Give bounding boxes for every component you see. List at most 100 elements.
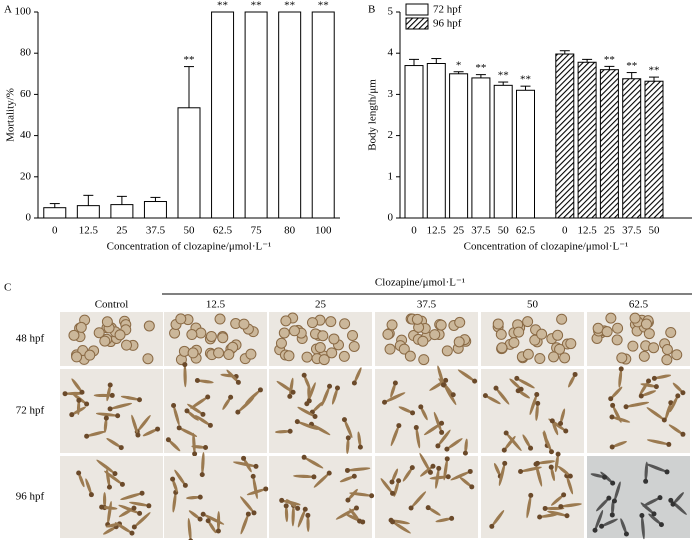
- embryo: [328, 333, 340, 345]
- bar: [211, 11, 235, 219]
- larva-head: [436, 465, 442, 471]
- embryo: [283, 350, 295, 362]
- larva: [222, 397, 231, 410]
- embryo-photo: [164, 312, 267, 366]
- embryo-photo: [60, 312, 163, 366]
- larva-head: [182, 362, 188, 368]
- embryo: [275, 337, 287, 349]
- larva: [520, 466, 542, 472]
- larva-head: [602, 474, 608, 480]
- embryo: [238, 318, 250, 330]
- x-tick-label: 25: [604, 225, 616, 237]
- embryo: [326, 347, 338, 359]
- larva: [311, 424, 331, 436]
- row-label: 48 hpf: [16, 333, 45, 345]
- embryo-photo: [164, 362, 267, 457]
- larva-head: [294, 419, 300, 425]
- embryo: [548, 351, 560, 363]
- larva: [498, 463, 506, 486]
- significance-label: **: [649, 65, 660, 77]
- larva-head: [253, 463, 259, 469]
- larva: [354, 367, 362, 384]
- larva-head: [369, 493, 375, 499]
- larva: [172, 479, 178, 493]
- embryo: [627, 340, 639, 352]
- larva-head: [302, 506, 308, 512]
- larva-head: [410, 410, 416, 416]
- x-axis-title: Concentration of clozapine/μmol·L⁻¹: [464, 241, 629, 253]
- larva: [402, 467, 413, 482]
- larva: [207, 520, 217, 534]
- larva: [646, 407, 665, 421]
- larva-head: [651, 511, 657, 517]
- larva-head: [396, 423, 402, 429]
- embryo: [565, 338, 577, 350]
- legend-swatch: [405, 3, 429, 16]
- significance-label: **: [520, 74, 531, 86]
- larva-head: [450, 392, 456, 398]
- larva-head: [257, 387, 263, 393]
- larva-head: [440, 382, 446, 388]
- larva-head: [623, 531, 629, 537]
- larva-head: [290, 389, 296, 395]
- larva-head: [661, 417, 667, 423]
- bar: [577, 61, 597, 219]
- x-tick-label: 25: [453, 225, 465, 237]
- larva: [601, 518, 618, 527]
- embryo: [71, 351, 83, 363]
- larva: [506, 432, 522, 452]
- larva-head: [599, 523, 605, 529]
- larva-head: [200, 411, 206, 417]
- embryo-photo: [481, 312, 584, 366]
- larva-head: [205, 518, 211, 524]
- larva: [289, 377, 294, 397]
- larva: [612, 405, 622, 423]
- larva-head: [651, 375, 657, 381]
- larva-head: [611, 498, 617, 504]
- significance-label: **: [217, 0, 228, 12]
- larva: [560, 503, 582, 508]
- larva: [618, 368, 623, 388]
- bar: [404, 65, 424, 219]
- larva-head: [657, 495, 663, 501]
- embryo-photo: [164, 451, 269, 544]
- larva-head: [382, 399, 388, 405]
- embryo: [217, 332, 229, 344]
- embryo: [121, 339, 133, 351]
- larva: [457, 369, 475, 382]
- larva-head: [171, 403, 177, 409]
- larva: [664, 402, 672, 421]
- larva-head: [184, 408, 190, 414]
- larva: [590, 473, 605, 478]
- larva: [535, 403, 539, 421]
- x-tick-label: 75: [251, 225, 263, 237]
- column-label: 25: [315, 299, 327, 311]
- bar: [311, 11, 335, 219]
- larva-head: [443, 377, 449, 383]
- embryo: [522, 348, 534, 360]
- embryo: [339, 318, 351, 330]
- larva-head: [430, 463, 436, 469]
- larva-head: [306, 398, 312, 404]
- larva: [645, 463, 668, 473]
- larva-head: [503, 430, 509, 436]
- y-tick-label: 0: [26, 212, 32, 224]
- larva: [596, 498, 609, 512]
- larva-head: [155, 426, 161, 432]
- larva: [197, 379, 214, 384]
- y-tick-label: 60: [20, 88, 32, 100]
- bar: [76, 205, 100, 219]
- larva-head: [344, 467, 350, 473]
- larva-head: [444, 456, 450, 462]
- larva: [118, 507, 135, 518]
- larva-head: [263, 486, 269, 492]
- larva: [428, 507, 441, 516]
- larva: [187, 403, 204, 415]
- embryo-photo: [375, 365, 478, 456]
- larva: [183, 364, 187, 388]
- significance-label: **: [498, 70, 509, 82]
- larva-head: [312, 413, 318, 419]
- larva: [120, 492, 143, 501]
- larva-head: [542, 505, 548, 511]
- larva-head: [563, 428, 569, 434]
